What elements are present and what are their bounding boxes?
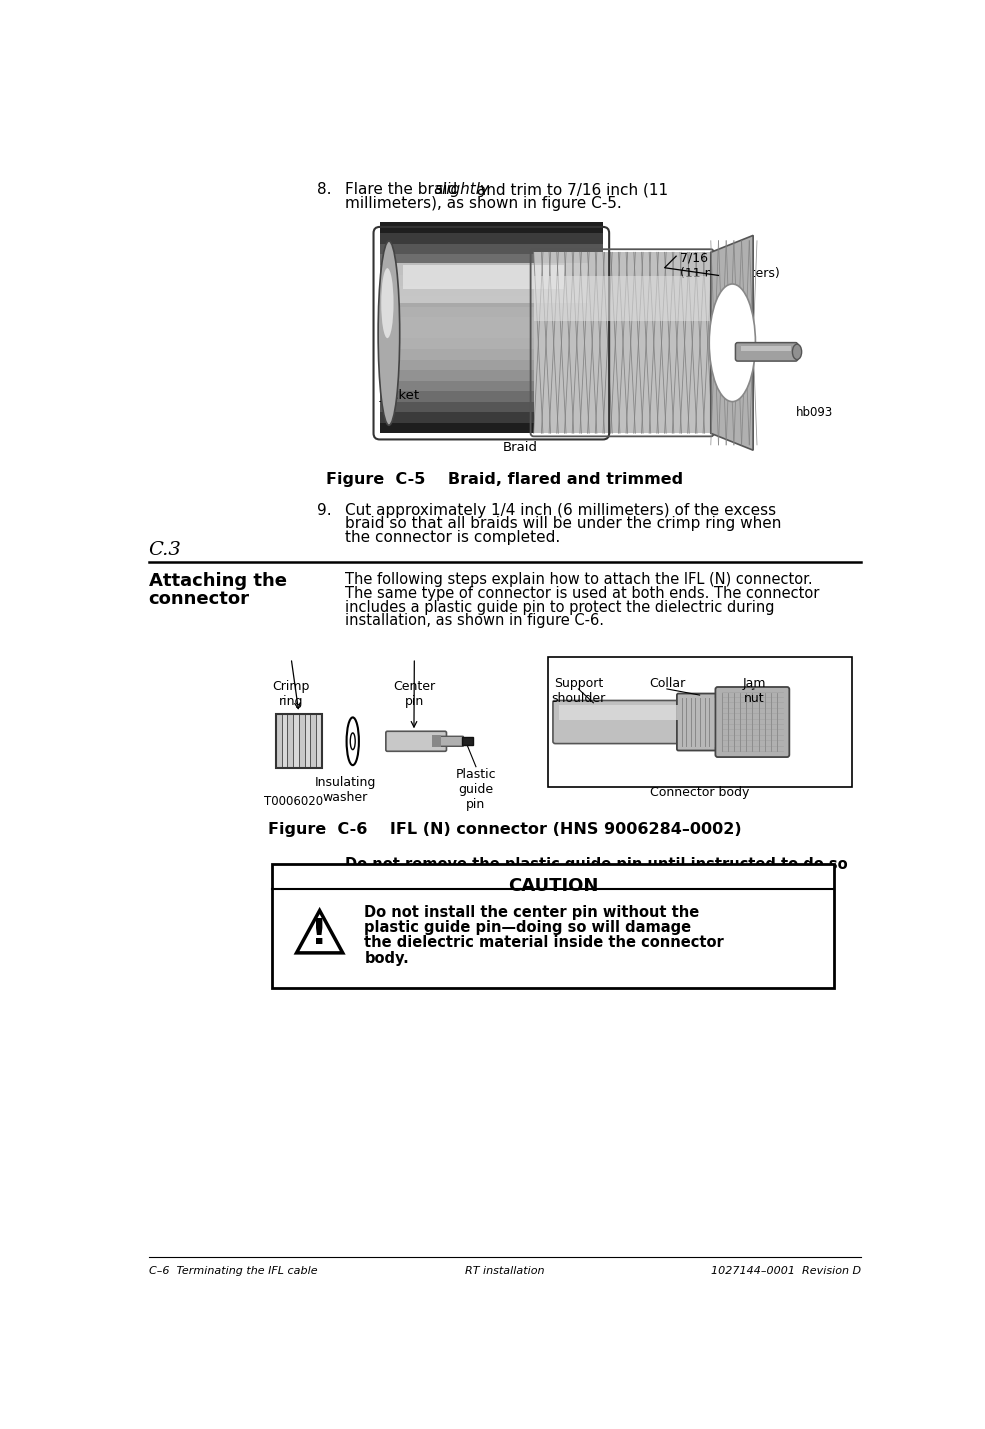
- Ellipse shape: [347, 717, 359, 765]
- Text: Center
pin: Center pin: [393, 680, 435, 707]
- Bar: [379, 327, 603, 339]
- Bar: [403, 266, 564, 289]
- Bar: [548, 656, 852, 787]
- FancyBboxPatch shape: [386, 732, 446, 752]
- Bar: [379, 423, 603, 433]
- Text: 9.: 9.: [316, 503, 331, 517]
- Text: 7/16 inch
(11 millimeters): 7/16 inch (11 millimeters): [680, 252, 780, 280]
- Text: connector: connector: [149, 590, 249, 607]
- Bar: [379, 412, 603, 423]
- Text: C–6  Terminating the IFL cable: C–6 Terminating the IFL cable: [149, 1266, 317, 1276]
- Bar: [379, 254, 603, 264]
- Bar: [534, 253, 711, 433]
- Text: Insulating
washer: Insulating washer: [314, 776, 375, 805]
- Text: The same type of connector is used at both ends. The connector: The same type of connector is used at bo…: [345, 586, 820, 600]
- Bar: [379, 402, 603, 412]
- Text: Figure  C-5    Braid, flared and trimmed: Figure C-5 Braid, flared and trimmed: [326, 472, 683, 487]
- Text: hb093: hb093: [796, 406, 832, 419]
- Bar: [298, 714, 304, 769]
- Bar: [272, 865, 834, 987]
- Text: 8.: 8.: [316, 183, 331, 197]
- Text: Do not remove the plastic guide pin until instructed to do so: Do not remove the plastic guide pin unti…: [345, 857, 848, 872]
- Text: Braid: Braid: [503, 442, 538, 454]
- Text: The following steps explain how to attach the IFL (N) connector.: The following steps explain how to attac…: [345, 572, 813, 587]
- Bar: [741, 346, 791, 352]
- Bar: [379, 233, 603, 433]
- Bar: [379, 233, 603, 243]
- Text: Connector body: Connector body: [650, 786, 750, 799]
- Bar: [379, 359, 603, 370]
- Bar: [316, 714, 322, 769]
- Bar: [379, 223, 603, 233]
- FancyBboxPatch shape: [677, 693, 722, 750]
- Ellipse shape: [709, 284, 755, 402]
- Text: slightly: slightly: [435, 183, 491, 197]
- Text: the connector is completed.: the connector is completed.: [345, 530, 560, 546]
- Text: Support
shoulder: Support shoulder: [552, 677, 606, 706]
- Bar: [294, 714, 298, 769]
- Bar: [379, 317, 603, 327]
- Text: T0006020: T0006020: [264, 795, 323, 809]
- Text: body.: body.: [364, 950, 409, 966]
- Bar: [288, 714, 294, 769]
- Text: Cut approximately 1/4 inch (6 millimeters) of the excess: Cut approximately 1/4 inch (6 millimeter…: [345, 503, 776, 517]
- Bar: [379, 339, 603, 349]
- Text: plastic guide pin—doing so will damage: plastic guide pin—doing so will damage: [364, 920, 691, 935]
- Bar: [304, 714, 310, 769]
- Bar: [379, 307, 603, 317]
- Text: includes a plastic guide pin to protect the dielectric during: includes a plastic guide pin to protect …: [345, 600, 774, 614]
- Bar: [379, 243, 603, 254]
- Bar: [462, 737, 473, 745]
- Text: Crimp
ring: Crimp ring: [273, 680, 310, 707]
- Bar: [276, 714, 322, 769]
- Text: the dielectric material inside the connector: the dielectric material inside the conne…: [364, 936, 724, 950]
- Bar: [379, 370, 603, 380]
- Text: Collar: Collar: [649, 677, 685, 690]
- Bar: [431, 735, 440, 747]
- Text: Jam
nut: Jam nut: [742, 677, 765, 706]
- FancyBboxPatch shape: [736, 343, 798, 362]
- Polygon shape: [296, 910, 343, 953]
- Bar: [379, 264, 603, 276]
- Bar: [276, 714, 282, 769]
- Text: CAUTION: CAUTION: [507, 877, 598, 895]
- Bar: [379, 296, 603, 307]
- Text: Plastic
guide
pin: Plastic guide pin: [456, 769, 496, 812]
- Bar: [379, 380, 603, 392]
- Ellipse shape: [378, 242, 400, 426]
- Bar: [559, 704, 679, 720]
- Text: millimeters), as shown in figure C-5.: millimeters), as shown in figure C-5.: [345, 196, 622, 211]
- Bar: [379, 392, 603, 402]
- Text: and trim to 7/16 inch (11: and trim to 7/16 inch (11: [472, 183, 668, 197]
- Text: RT installation: RT installation: [465, 1266, 544, 1276]
- Text: Flare the braid: Flare the braid: [345, 183, 462, 197]
- Bar: [534, 276, 711, 322]
- FancyBboxPatch shape: [715, 687, 789, 757]
- Text: braid so that all braids will be under the crimp ring when: braid so that all braids will be under t…: [345, 516, 781, 532]
- Bar: [379, 274, 603, 286]
- Bar: [379, 349, 603, 360]
- Text: !: !: [311, 917, 328, 952]
- Text: 1027144–0001  Revision D: 1027144–0001 Revision D: [711, 1266, 861, 1276]
- Text: Attaching the: Attaching the: [149, 572, 287, 590]
- Polygon shape: [711, 236, 754, 450]
- Text: installation, as shown in figure C-6.: installation, as shown in figure C-6.: [345, 613, 604, 629]
- Text: Jacket: Jacket: [379, 389, 420, 403]
- FancyBboxPatch shape: [553, 700, 685, 743]
- Ellipse shape: [792, 344, 802, 360]
- Bar: [310, 714, 316, 769]
- Text: Figure  C-6    IFL (N) connector (HNS 9006284–0002): Figure C-6 IFL (N) connector (HNS 900628…: [268, 822, 742, 837]
- Text: C.3: C.3: [149, 540, 181, 559]
- Bar: [282, 714, 288, 769]
- Ellipse shape: [381, 269, 394, 339]
- Ellipse shape: [351, 733, 356, 750]
- FancyBboxPatch shape: [439, 736, 463, 746]
- Bar: [395, 263, 588, 303]
- Bar: [379, 286, 603, 296]
- Text: (step 4 on page C–8).: (step 4 on page C–8).: [345, 872, 502, 887]
- Text: Do not install the center pin without the: Do not install the center pin without th…: [364, 905, 699, 919]
